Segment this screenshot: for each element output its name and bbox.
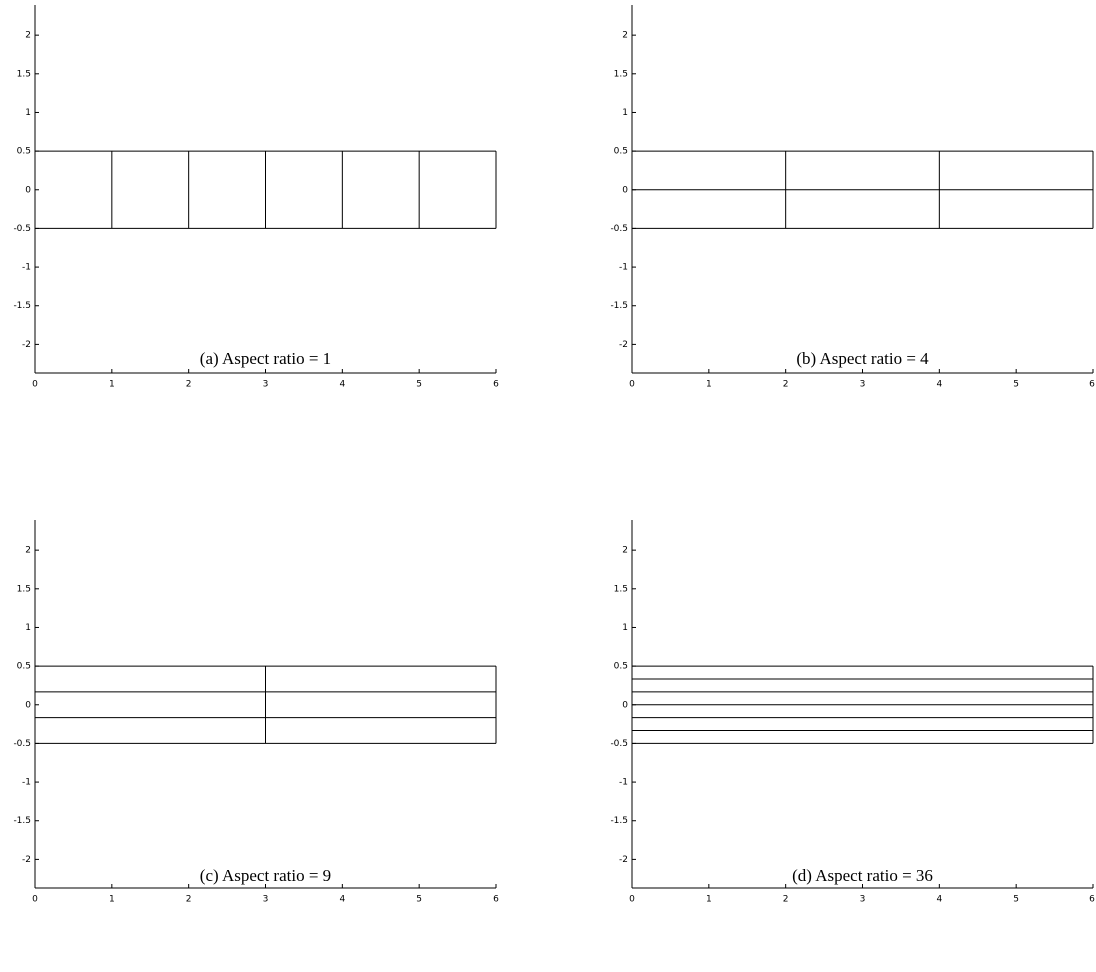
y-tick-label: -1 [619,263,628,273]
y-tick-label: -0.5 [13,224,31,234]
y-tick-label: -1.5 [610,816,628,826]
x-tick-label: 3 [263,895,269,905]
x-tick-label: 6 [493,380,499,390]
caption: (a) Aspect ratio = 1 [200,349,331,368]
y-tick-label: 0 [25,700,31,710]
caption: (d) Aspect ratio = 36 [792,866,933,885]
x-tick-label: 6 [1089,380,1095,390]
x-tick-label: 5 [1013,895,1019,905]
y-tick-label: 1.5 [614,69,628,79]
y-tick-label: 2 [25,31,31,41]
y-tick-label: -2 [619,340,628,350]
y-tick-label: -0.5 [610,224,628,234]
y-tick-label: -1.5 [13,301,31,311]
y-tick-label: -2 [619,855,628,865]
x-tick-label: 3 [860,895,866,905]
y-tick-label: 1 [25,108,31,118]
y-tick-label: -2 [22,855,31,865]
x-tick-label: 1 [109,380,115,390]
y-tick-label: 1.5 [17,69,31,79]
x-tick-label: 0 [629,380,635,390]
x-tick-label: 6 [493,895,499,905]
y-tick-label: 0 [622,700,628,710]
x-tick-label: 2 [186,895,192,905]
y-tick-label: 1 [622,108,628,118]
x-tick-label: 1 [109,895,115,905]
y-tick-label: 0.5 [17,147,31,157]
y-tick-label: 1 [622,623,628,633]
y-tick-label: -1 [619,778,628,788]
x-tick-label: 2 [783,895,789,905]
y-tick-label: -0.5 [610,739,628,749]
y-tick-label: -0.5 [13,739,31,749]
x-tick-label: 0 [32,895,38,905]
x-tick-label: 2 [186,380,192,390]
x-tick-label: 0 [32,380,38,390]
y-tick-label: 1 [25,623,31,633]
y-tick-label: 2 [25,546,31,556]
y-tick-label: -1.5 [13,816,31,826]
y-tick-label: 0 [622,185,628,195]
x-tick-label: 1 [706,380,712,390]
x-tick-label: 4 [936,895,942,905]
x-tick-label: 3 [860,380,866,390]
y-tick-label: 1.5 [17,584,31,594]
x-tick-label: 5 [416,380,422,390]
y-tick-label: 1.5 [614,584,628,594]
y-tick-label: 2 [622,546,628,556]
x-tick-label: 0 [629,895,635,905]
x-tick-label: 6 [1089,895,1095,905]
y-tick-label: -2 [22,340,31,350]
x-tick-label: 3 [263,380,269,390]
x-tick-label: 1 [706,895,712,905]
y-tick-label: -1 [22,263,31,273]
x-tick-label: 5 [1013,380,1019,390]
y-tick-label: 0.5 [17,662,31,672]
x-tick-label: 4 [339,895,345,905]
caption: (b) Aspect ratio = 4 [796,349,929,368]
x-tick-label: 4 [339,380,345,390]
y-tick-label: 0.5 [614,147,628,157]
y-tick-label: -1.5 [610,301,628,311]
x-tick-label: 4 [936,380,942,390]
x-tick-label: 5 [416,895,422,905]
y-tick-label: 0.5 [614,662,628,672]
y-tick-label: -1 [22,778,31,788]
y-tick-label: 0 [25,185,31,195]
caption: (c) Aspect ratio = 9 [200,866,331,885]
y-tick-label: 2 [622,31,628,41]
x-tick-label: 2 [783,380,789,390]
